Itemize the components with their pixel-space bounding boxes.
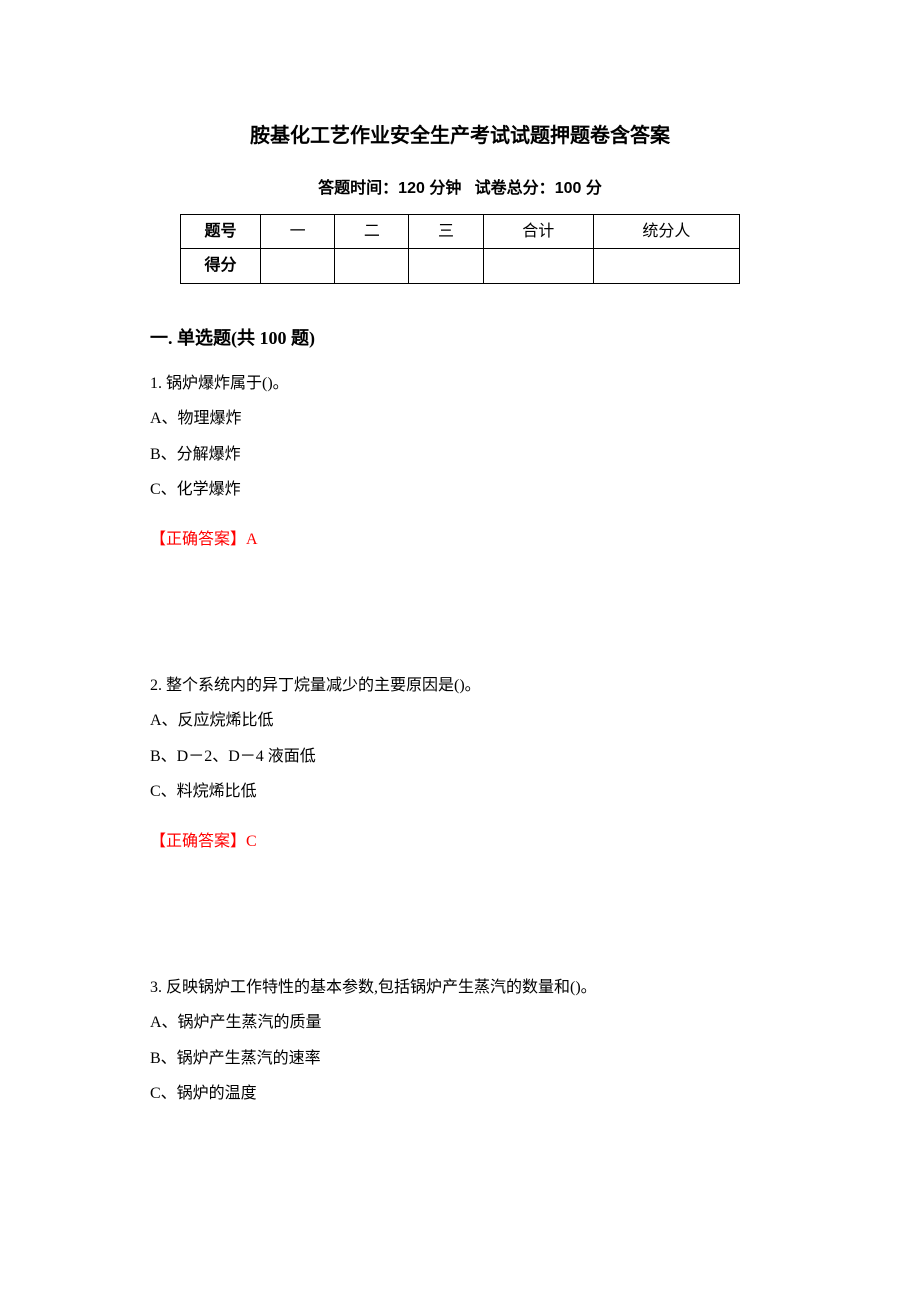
table-cell xyxy=(483,249,593,284)
time-value: 120 分钟 xyxy=(398,180,461,197)
question-block: 1. 锅炉爆炸属于()。 A、物理爆炸 B、分解爆炸 C、化学爆炸 【正确答案】… xyxy=(150,371,770,553)
table-score-row: 得分 xyxy=(181,249,740,284)
table-row-label: 得分 xyxy=(181,249,261,284)
question-option: C、料烷烯比低 xyxy=(150,779,770,805)
question-option: A、反应烷烯比低 xyxy=(150,708,770,734)
table-header-cell: 一 xyxy=(261,214,335,249)
question-block: 3. 反映锅炉工作特性的基本参数,包括锅炉产生蒸汽的数量和()。 A、锅炉产生蒸… xyxy=(150,975,770,1107)
table-cell xyxy=(261,249,335,284)
question-option: A、锅炉产生蒸汽的质量 xyxy=(150,1010,770,1036)
score-value: 100 分 xyxy=(555,180,602,197)
answer-value: A xyxy=(246,531,258,548)
time-label: 答题时间： xyxy=(318,180,398,197)
question-stem: 3. 反映锅炉工作特性的基本参数,包括锅炉产生蒸汽的数量和()。 xyxy=(150,975,770,1001)
answer-label: 【正确答案】 xyxy=(150,531,246,548)
document-title: 胺基化工艺作业安全生产考试试题押题卷含答案 xyxy=(150,120,770,152)
question-option: C、化学爆炸 xyxy=(150,477,770,503)
score-table: 题号 一 二 三 合计 统分人 得分 xyxy=(180,214,740,284)
question-option: B、分解爆炸 xyxy=(150,442,770,468)
table-header-cell: 三 xyxy=(409,214,483,249)
question-block: 2. 整个系统内的异丁烷量减少的主要原因是()。 A、反应烷烯比低 B、D－2、… xyxy=(150,673,770,855)
table-cell xyxy=(335,249,409,284)
table-header-cell: 合计 xyxy=(483,214,593,249)
document-subtitle: 答题时间：120 分钟 试卷总分：100 分 xyxy=(150,176,770,202)
section-title: 一. 单选题(共 100 题) xyxy=(150,324,770,353)
table-cell xyxy=(409,249,483,284)
question-option: B、锅炉产生蒸汽的速率 xyxy=(150,1046,770,1072)
table-header-row: 题号 一 二 三 合计 统分人 xyxy=(181,214,740,249)
answer-line: 【正确答案】A xyxy=(150,527,770,553)
table-header-cell: 二 xyxy=(335,214,409,249)
answer-value: C xyxy=(246,833,257,850)
question-option: B、D－2、D－4 液面低 xyxy=(150,744,770,770)
question-stem: 1. 锅炉爆炸属于()。 xyxy=(150,371,770,397)
question-stem: 2. 整个系统内的异丁烷量减少的主要原因是()。 xyxy=(150,673,770,699)
table-header-cell: 统分人 xyxy=(593,214,739,249)
table-cell xyxy=(593,249,739,284)
question-option: A、物理爆炸 xyxy=(150,406,770,432)
score-label: 试卷总分： xyxy=(475,180,555,197)
answer-label: 【正确答案】 xyxy=(150,833,246,850)
question-option: C、锅炉的温度 xyxy=(150,1081,770,1107)
table-header-cell: 题号 xyxy=(181,214,261,249)
answer-line: 【正确答案】C xyxy=(150,829,770,855)
